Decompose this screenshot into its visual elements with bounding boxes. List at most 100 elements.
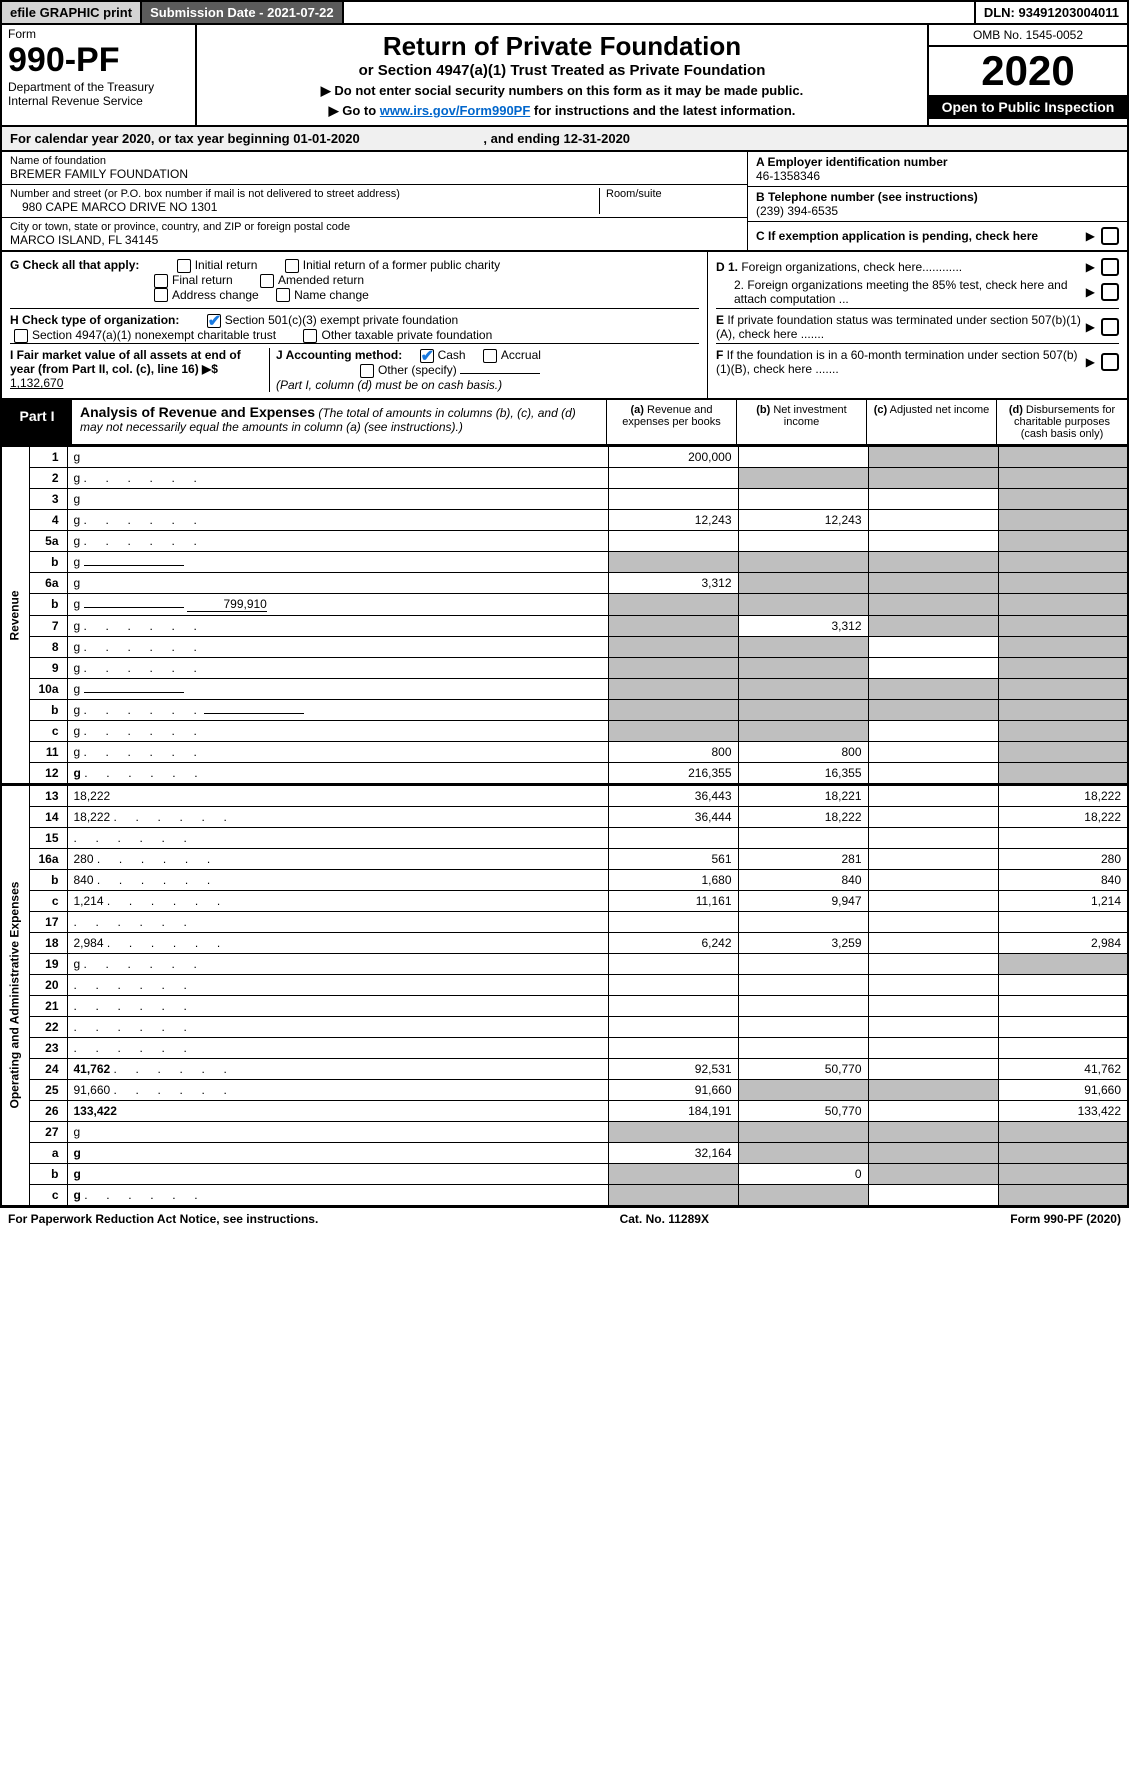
checkbox-initial-former[interactable] bbox=[285, 259, 299, 273]
checkbox-namechange[interactable] bbox=[276, 288, 290, 302]
row-number: a bbox=[29, 1142, 67, 1163]
cell-d bbox=[998, 995, 1128, 1016]
row-number: c bbox=[29, 890, 67, 911]
row-description: g bbox=[67, 1163, 608, 1184]
cell-d bbox=[998, 467, 1128, 488]
checkbox-f[interactable] bbox=[1101, 353, 1119, 371]
tax-year: 2020 bbox=[929, 47, 1127, 95]
checkbox-4947[interactable] bbox=[14, 329, 28, 343]
row-number: 16a bbox=[29, 848, 67, 869]
entity-info-row: Name of foundation BREMER FAMILY FOUNDAT… bbox=[0, 152, 1129, 252]
row-description: 18,222 . . . . . . bbox=[67, 806, 608, 827]
table-row: 2591,660 . . . . . .91,66091,660 bbox=[1, 1079, 1128, 1100]
cell-a: 32,164 bbox=[608, 1142, 738, 1163]
cell-b bbox=[738, 827, 868, 848]
row-description: 1,214 . . . . . . bbox=[67, 890, 608, 911]
checkbox-d2[interactable] bbox=[1101, 283, 1119, 301]
table-row: 1418,222 . . . . . .36,44418,22218,222 bbox=[1, 806, 1128, 827]
cell-c bbox=[868, 636, 998, 657]
checkbox-initial[interactable] bbox=[177, 259, 191, 273]
section-c-cell: C If exemption application is pending, c… bbox=[748, 224, 1127, 248]
row-number: 7 bbox=[29, 615, 67, 636]
cell-c bbox=[868, 657, 998, 678]
checkbox-cash[interactable] bbox=[420, 349, 434, 363]
table-row: 6ag3,312 bbox=[1, 572, 1128, 593]
checkbox-c[interactable] bbox=[1101, 227, 1119, 245]
cell-d bbox=[998, 974, 1128, 995]
address-cell: Number and street (or P.O. box number if… bbox=[2, 185, 747, 218]
cell-c bbox=[868, 741, 998, 762]
cell-b bbox=[738, 1016, 868, 1037]
col-c-head: (c) Adjusted net income bbox=[867, 400, 997, 444]
revenue-table: Revenue1g200,0002g . . . . . .3g4g . . .… bbox=[0, 446, 1129, 785]
cell-a bbox=[608, 593, 738, 615]
table-row: cg . . . . . . bbox=[1, 720, 1128, 741]
row-description: g . . . . . . bbox=[67, 699, 608, 720]
row-number: c bbox=[29, 720, 67, 741]
row-number: 17 bbox=[29, 911, 67, 932]
row-description: g bbox=[67, 678, 608, 699]
footer-mid: Cat. No. 11289X bbox=[620, 1212, 709, 1226]
cell-a: 36,443 bbox=[608, 785, 738, 806]
checkbox-501c3[interactable] bbox=[207, 314, 221, 328]
row-description: 2,984 . . . . . . bbox=[67, 932, 608, 953]
cell-d: 18,222 bbox=[998, 785, 1128, 806]
table-row: 3g bbox=[1, 488, 1128, 509]
row-description: g . . . . . . bbox=[67, 953, 608, 974]
checkbox-amended[interactable] bbox=[260, 274, 274, 288]
entity-right: A Employer identification number 46-1358… bbox=[747, 152, 1127, 250]
form-title: Return of Private Foundation bbox=[203, 31, 921, 62]
checkbox-accrual[interactable] bbox=[483, 349, 497, 363]
row-description: g . . . . . . bbox=[67, 762, 608, 784]
cell-b bbox=[738, 953, 868, 974]
checkbox-d1[interactable] bbox=[1101, 258, 1119, 276]
form990pf-link[interactable]: www.irs.gov/Form990PF bbox=[380, 103, 531, 118]
cell-c bbox=[868, 678, 998, 699]
table-row: 5ag . . . . . . bbox=[1, 530, 1128, 551]
table-row: 11g . . . . . .800800 bbox=[1, 741, 1128, 762]
cell-b: 9,947 bbox=[738, 890, 868, 911]
checkbox-final[interactable] bbox=[154, 274, 168, 288]
cell-b bbox=[738, 1142, 868, 1163]
cell-b bbox=[738, 467, 868, 488]
cell-c bbox=[868, 806, 998, 827]
cell-d: 1,214 bbox=[998, 890, 1128, 911]
cell-b bbox=[738, 699, 868, 720]
cell-b bbox=[738, 657, 868, 678]
cell-a bbox=[608, 467, 738, 488]
check-right: D 1. Foreign organizations, check here..… bbox=[707, 252, 1127, 398]
dept-line2: Internal Revenue Service bbox=[8, 94, 189, 108]
expenses-table: Operating and Administrative Expenses131… bbox=[0, 785, 1129, 1207]
checkbox-other-taxable[interactable] bbox=[303, 329, 317, 343]
cell-a bbox=[608, 657, 738, 678]
checkbox-e[interactable] bbox=[1101, 318, 1119, 336]
cell-b: 800 bbox=[738, 741, 868, 762]
row-number: b bbox=[29, 869, 67, 890]
cell-c bbox=[868, 785, 998, 806]
row-description: . . . . . . bbox=[67, 1037, 608, 1058]
page-footer: For Paperwork Reduction Act Notice, see … bbox=[0, 1207, 1129, 1230]
form-note2: ▶ Go to www.irs.gov/Form990PF for instru… bbox=[203, 103, 921, 119]
row-description: g bbox=[67, 551, 608, 572]
row-number: b bbox=[29, 699, 67, 720]
checkbox-address[interactable] bbox=[154, 288, 168, 302]
cell-c bbox=[868, 509, 998, 530]
table-row: 21 . . . . . . bbox=[1, 995, 1128, 1016]
calendar-year-row: For calendar year 2020, or tax year begi… bbox=[0, 127, 1129, 152]
cell-c bbox=[868, 995, 998, 1016]
checkbox-other-method[interactable] bbox=[360, 364, 374, 378]
cell-b bbox=[738, 1184, 868, 1206]
table-row: 2441,762 . . . . . .92,53150,77041,762 bbox=[1, 1058, 1128, 1079]
row-number: 23 bbox=[29, 1037, 67, 1058]
footer-right: Form 990-PF (2020) bbox=[1010, 1212, 1121, 1226]
row-number: 14 bbox=[29, 806, 67, 827]
g-row: G Check all that apply: Initial return I… bbox=[10, 258, 699, 302]
cell-d bbox=[998, 678, 1128, 699]
cell-b: 50,770 bbox=[738, 1100, 868, 1121]
form-id-block: Form 990-PF Department of the Treasury I… bbox=[2, 25, 197, 125]
cell-a: 11,161 bbox=[608, 890, 738, 911]
cell-d bbox=[998, 593, 1128, 615]
row-description: . . . . . . bbox=[67, 995, 608, 1016]
cell-b: 12,243 bbox=[738, 509, 868, 530]
table-row: 2g . . . . . . bbox=[1, 467, 1128, 488]
